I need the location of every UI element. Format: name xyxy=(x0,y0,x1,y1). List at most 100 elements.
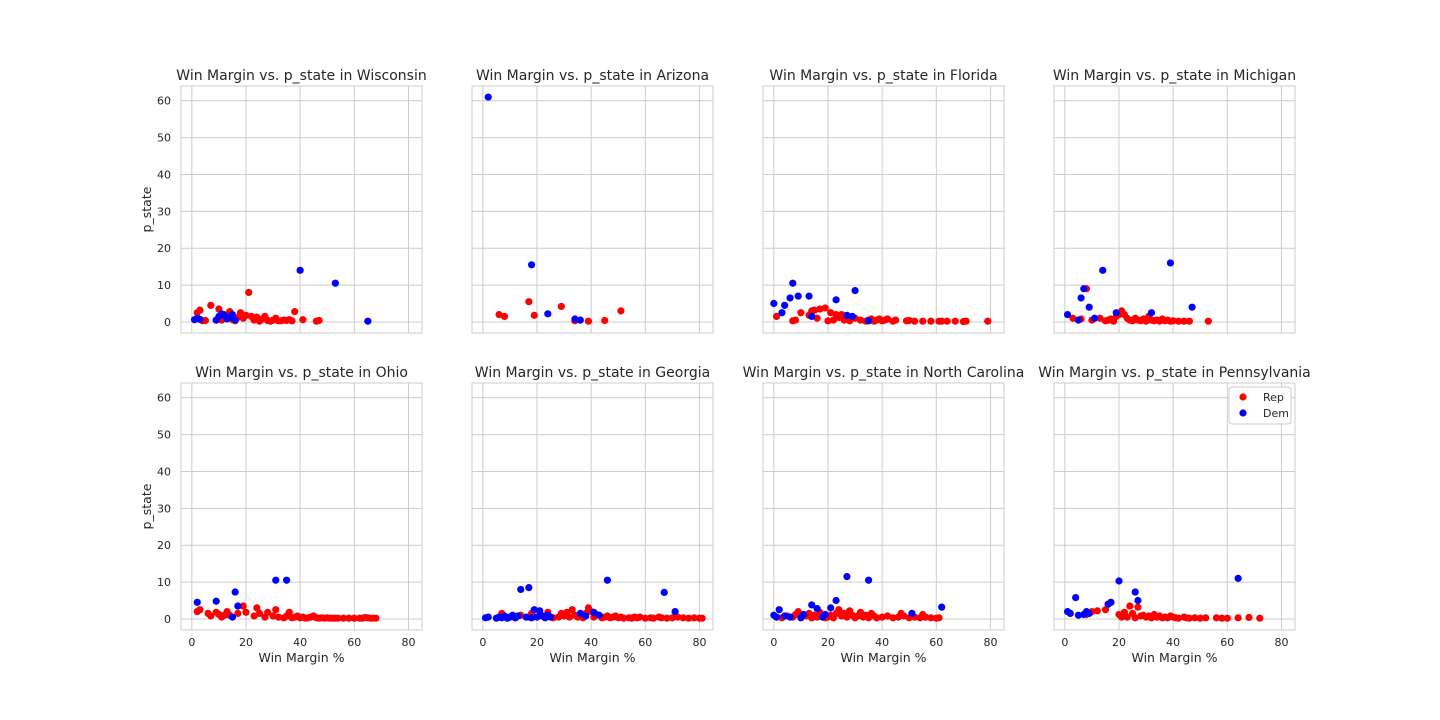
x-tick-label: 80 xyxy=(692,636,706,649)
dem-point xyxy=(272,576,280,584)
y-tick-label: 30 xyxy=(157,205,171,218)
rep-point xyxy=(584,317,593,325)
dem-point xyxy=(1115,577,1123,585)
rep-point xyxy=(943,317,951,325)
rep-point xyxy=(797,309,805,317)
rep-point xyxy=(951,317,959,325)
rep-point xyxy=(601,316,609,325)
y-tick-label: 40 xyxy=(157,168,171,181)
dem-point xyxy=(228,613,237,621)
rep-point xyxy=(938,317,946,325)
rep-point xyxy=(264,608,272,616)
dem-point xyxy=(590,608,598,616)
dem-point xyxy=(1147,309,1156,317)
rep-point xyxy=(883,315,892,323)
rep-point xyxy=(1134,603,1142,611)
rep-point xyxy=(791,316,800,324)
dem-point xyxy=(821,610,829,619)
rep-point xyxy=(927,317,935,325)
rep-point xyxy=(892,316,900,324)
rep-point xyxy=(250,612,258,620)
rep-point xyxy=(568,606,576,614)
dem-point xyxy=(1066,609,1074,618)
rep-point xyxy=(674,613,682,621)
x-tick-label: 0 xyxy=(1061,636,1068,649)
rep-point xyxy=(201,316,209,325)
x-tick-label: 60 xyxy=(1220,636,1234,649)
dem-point xyxy=(865,317,873,325)
dem-point xyxy=(843,311,851,319)
rep-point xyxy=(905,316,913,325)
dem-point xyxy=(1072,593,1080,602)
rep-point xyxy=(565,613,574,621)
rep-point xyxy=(984,317,992,325)
dem-point xyxy=(234,602,242,610)
rep-point xyxy=(239,602,247,610)
rep-point xyxy=(641,614,649,622)
dem-point xyxy=(1099,266,1107,274)
rep-point xyxy=(813,314,821,322)
rep-point xyxy=(843,613,851,621)
dem-point xyxy=(1112,309,1120,317)
plot-frame xyxy=(471,85,714,334)
rep-point xyxy=(698,614,706,622)
rep-point xyxy=(810,306,819,314)
rep-point xyxy=(1131,614,1139,622)
dem-point xyxy=(827,604,835,612)
dem-point xyxy=(908,609,916,618)
x-tick-label: 0 xyxy=(770,636,777,649)
rep-point xyxy=(1234,614,1242,622)
rep-point xyxy=(620,614,628,622)
rep-point xyxy=(242,311,250,319)
dem-point xyxy=(196,315,204,323)
dem-point xyxy=(283,576,291,584)
rep-point xyxy=(207,612,215,620)
rep-point xyxy=(1174,317,1183,325)
rep-point xyxy=(816,305,824,313)
dem-point xyxy=(865,576,873,584)
dem-point xyxy=(527,614,536,622)
dem-point xyxy=(808,312,816,321)
dem-point xyxy=(938,603,946,611)
rep-point xyxy=(253,604,261,612)
rep-point xyxy=(245,288,253,297)
dem-point xyxy=(1166,259,1175,267)
rep-point xyxy=(255,609,264,618)
x-tick-label: 60 xyxy=(929,636,943,649)
dem-point xyxy=(772,613,781,621)
dem-point xyxy=(296,266,304,274)
dem-point xyxy=(808,601,816,609)
rep-point xyxy=(636,613,644,621)
rep-point xyxy=(530,311,538,319)
dem-point xyxy=(786,294,794,302)
rep-point xyxy=(525,298,533,306)
rep-point xyxy=(299,316,307,324)
x-axis-label: Win Margin % xyxy=(841,650,927,665)
dem-point xyxy=(527,261,536,269)
rep-point xyxy=(269,612,277,620)
x-tick-label: 80 xyxy=(401,636,415,649)
dem-point xyxy=(1134,596,1142,605)
rep-point xyxy=(927,614,935,622)
rep-point xyxy=(500,312,509,321)
rep-point xyxy=(1218,614,1226,622)
plot-frame xyxy=(471,382,714,631)
x-tick-label: 20 xyxy=(1112,636,1126,649)
legend-marker-dem xyxy=(1239,409,1247,417)
dem-point xyxy=(770,299,778,308)
y-tick-label: 10 xyxy=(157,576,171,589)
rep-point xyxy=(962,317,970,325)
rep-point xyxy=(1204,317,1212,325)
rep-point xyxy=(878,613,886,621)
rep-point xyxy=(196,306,204,314)
dem-point xyxy=(813,605,821,613)
y-tick-label: 60 xyxy=(157,392,171,405)
rep-point xyxy=(679,614,687,622)
rep-point xyxy=(1180,317,1188,325)
rep-point xyxy=(1093,607,1101,615)
rep-point xyxy=(690,614,698,622)
rep-point xyxy=(1174,614,1183,622)
dem-point xyxy=(571,315,579,323)
rep-point xyxy=(889,614,897,622)
